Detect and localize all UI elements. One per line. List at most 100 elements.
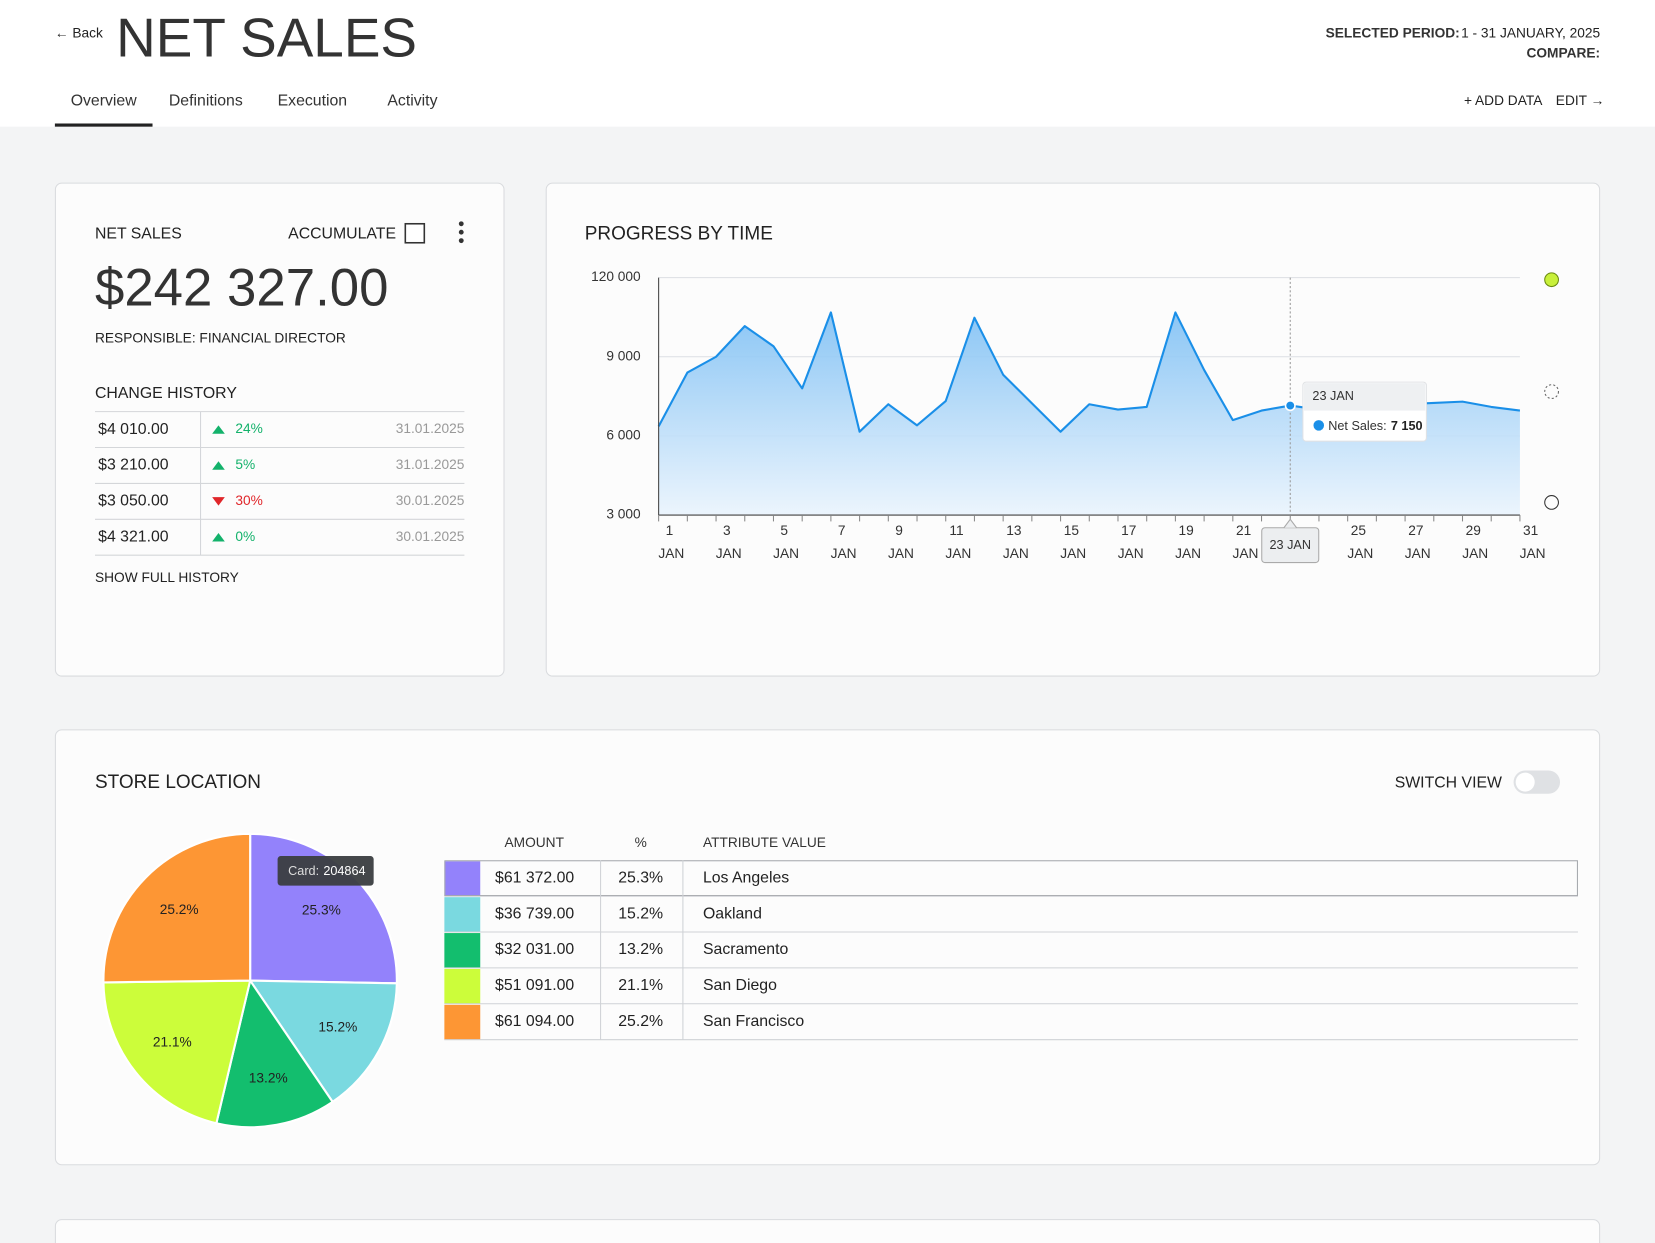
x-tick-label: 13 JAN <box>1003 523 1029 561</box>
percent: 25.2% <box>618 1013 663 1030</box>
accumulate-label: ACCUMULATE <box>288 226 396 243</box>
period: 1 - 31 JANUARY, 2025 <box>1461 25 1600 40</box>
tab[interactable]: Activity <box>387 93 437 110</box>
history-change: 5% <box>235 457 255 472</box>
amount: $61 094.00 <box>495 1013 574 1030</box>
percent: 15.2% <box>618 905 663 922</box>
page-title: NET SALES <box>116 7 417 69</box>
tooltip-header <box>1303 383 1426 411</box>
x-tick-label: 3 JAN <box>716 523 742 561</box>
x-tick-label: 29 JAN <box>1462 523 1488 561</box>
history-date: 31.01.2025 <box>396 457 465 472</box>
x-tick-label: 15 JAN <box>1060 523 1086 561</box>
hover-badge-pointer <box>1283 518 1297 529</box>
kpi-value: $242 327.00 <box>95 258 388 317</box>
amount: $51 091.00 <box>495 977 574 994</box>
y-tick-label: 9 000 <box>606 348 641 363</box>
indicator-dot <box>1544 384 1559 399</box>
back-link[interactable]: ← Back <box>55 25 103 40</box>
area-fill <box>658 312 1520 516</box>
column-header: ATTRIBUTE VALUE <box>703 835 826 850</box>
pie-label: 25.2% <box>160 902 199 917</box>
chart-title: PROGRESS BY TIME <box>585 223 773 244</box>
change-arrow <box>212 497 225 506</box>
indicator-dot <box>1544 272 1559 288</box>
indicator-dot <box>1544 495 1559 510</box>
amount: $36 739.00 <box>495 905 574 922</box>
amount: $61 372.00 <box>495 869 574 886</box>
history-change: 24% <box>235 421 262 436</box>
switch-knob <box>1515 772 1535 792</box>
color-swatch <box>444 1004 481 1040</box>
attribute-value: Sacramento <box>703 941 789 958</box>
pie-tooltip-label: Card: <box>288 864 319 878</box>
x-tick-label: 21 JAN <box>1233 523 1259 561</box>
amount: $32 031.00 <box>495 941 574 958</box>
attribute-value: Oakland <box>703 905 762 922</box>
y-tick-label: 6 000 <box>606 428 641 443</box>
percent: 13.2% <box>618 941 663 958</box>
tooltip-value: 7 150 <box>1391 419 1423 433</box>
history-amount: $3 050.00 <box>98 493 169 510</box>
pie-slice <box>248 979 398 1104</box>
x-tick-label: 1 JAN <box>658 523 684 561</box>
tooltip-label: Net Sales: <box>1328 419 1386 433</box>
history-amount: $3 210.00 <box>98 457 169 474</box>
period-label: SELECTED PERIOD: <box>1326 25 1460 40</box>
tab[interactable]: Execution <box>278 93 348 110</box>
x-tick-label: 17 JAN <box>1118 523 1144 561</box>
history-amount: $4 010.00 <box>98 421 169 438</box>
tab-underline <box>54 123 153 127</box>
x-tick-label: 7 JAN <box>831 523 857 561</box>
x-tick-label: 25 JAN <box>1347 523 1373 561</box>
x-tick-label: 31 JAN <box>1520 523 1546 561</box>
next-card <box>54 1219 1601 1243</box>
history-change: 0% <box>235 529 255 544</box>
tab[interactable]: Overview <box>71 93 138 110</box>
y-tick-label: 120 000 <box>591 269 641 284</box>
color-swatch <box>444 968 481 1004</box>
history-date: 30.01.2025 <box>396 529 465 544</box>
color-swatch <box>444 861 481 897</box>
pie-label: 25.3% <box>302 902 341 917</box>
history-date: 30.01.2025 <box>396 493 465 508</box>
edit-button[interactable]: EDIT → <box>1556 93 1605 108</box>
x-tick-label: 19 JAN <box>1175 523 1201 561</box>
add-data-button[interactable]: + ADD DATA <box>1464 93 1543 108</box>
compare-label: COMPARE: <box>1526 45 1600 60</box>
responsible: RESPONSIBLE: FINANCIAL DIRECTOR <box>95 330 346 345</box>
change-arrow <box>212 425 225 434</box>
kpi-card <box>54 182 505 677</box>
x-tick-label: 5 JAN <box>773 523 799 561</box>
pie-label: 15.2% <box>318 1020 357 1035</box>
kebab-menu[interactable] <box>458 221 464 244</box>
attribute-value: San Francisco <box>703 1013 804 1030</box>
color-swatch <box>444 897 481 933</box>
column-header: % <box>635 835 647 850</box>
accumulate-checkbox[interactable] <box>404 222 426 244</box>
percent: 25.3% <box>618 869 663 886</box>
change-arrow <box>212 533 225 542</box>
show-full-history[interactable]: SHOW FULL HISTORY <box>95 570 239 585</box>
attribute-value: San Diego <box>703 977 777 994</box>
attribute-value: Los Angeles <box>703 869 789 886</box>
change-arrow <box>212 461 225 470</box>
pie-tooltip <box>277 856 374 886</box>
tooltip-title: 23 JAN <box>1312 389 1354 403</box>
x-tick-label: 11 JAN <box>945 523 971 561</box>
history-amount: $4 321.00 <box>98 528 169 545</box>
pie-slice <box>102 979 252 1125</box>
pie-label: 21.1% <box>153 1035 192 1050</box>
hover-badge-label: 23 JAN <box>1269 538 1311 552</box>
history-change: 30% <box>235 493 262 508</box>
pie-slice <box>215 977 335 1129</box>
pie-slice <box>102 832 252 984</box>
chart-title: STORE LOCATION <box>95 772 261 793</box>
tooltip-dot <box>1313 420 1325 431</box>
header-bg <box>0 0 1655 127</box>
tab[interactable]: Definitions <box>169 93 243 110</box>
hover-point <box>1284 400 1296 412</box>
